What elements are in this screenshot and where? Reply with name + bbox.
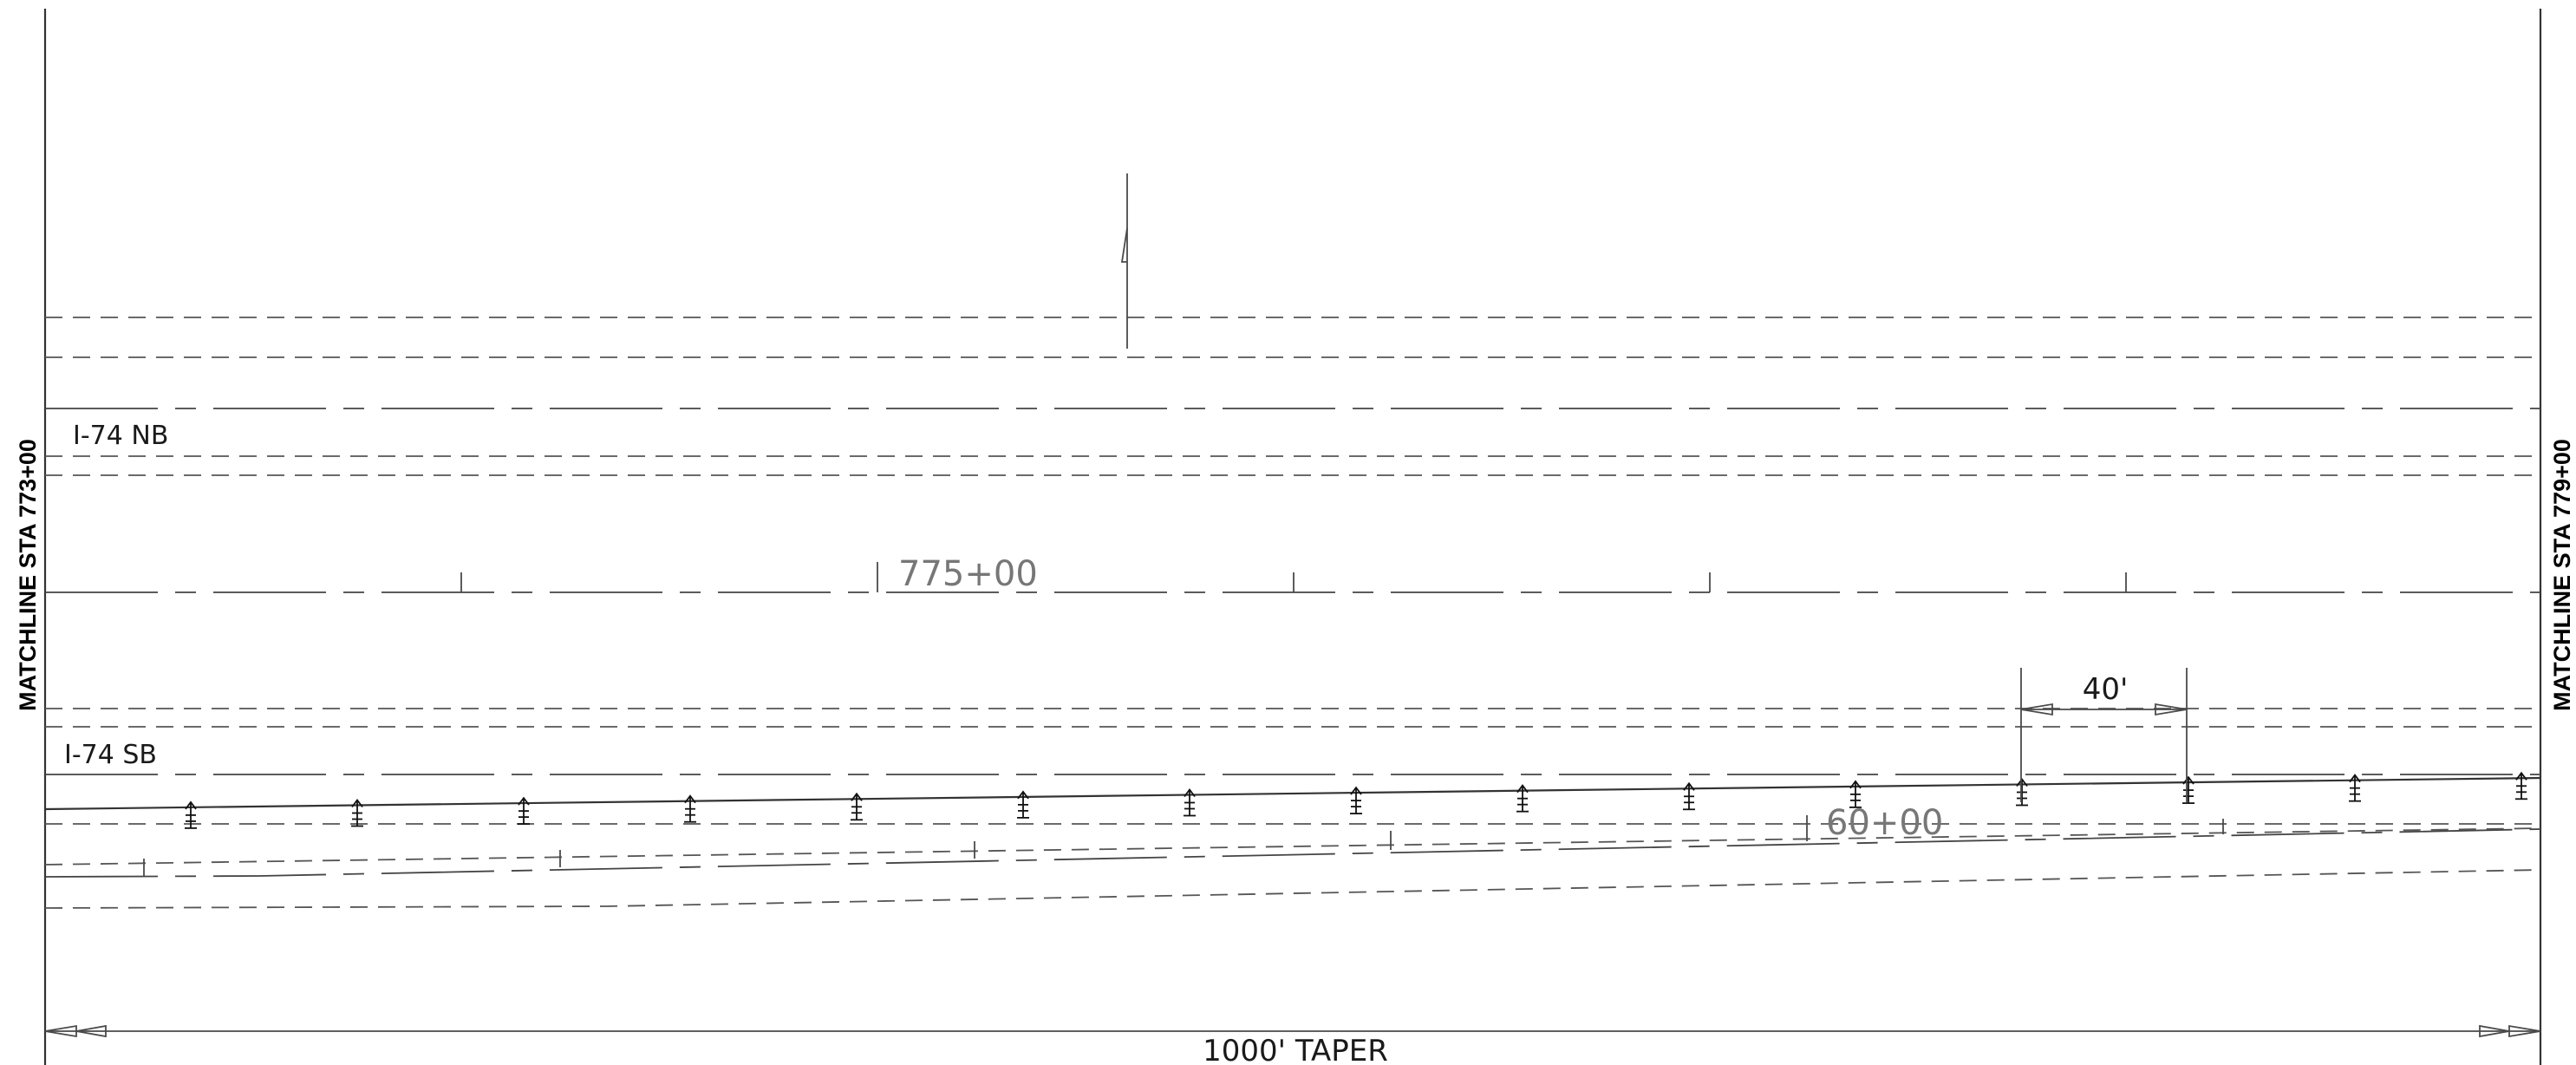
delineator-post-icon <box>1184 787 1196 817</box>
delineator-post-icon <box>1683 781 1695 811</box>
taper-label: 1000' TAPER <box>1203 1034 1388 1065</box>
ramp-edge-line-lower <box>44 869 2541 909</box>
nb-station-label: 775+00 <box>898 554 1038 594</box>
delineator-group <box>185 771 2527 829</box>
taper-edge-line <box>44 776 2541 811</box>
ramp-edge-line-upper <box>44 827 2541 866</box>
delineator-post-icon <box>1516 784 1529 813</box>
delineator-post-icon <box>1849 780 1862 808</box>
delineator-post-icon <box>185 800 197 829</box>
delineator-post-icon <box>2349 774 2361 802</box>
delineator-post-icon <box>2182 775 2194 804</box>
spacing-label: 40' <box>2083 672 2129 707</box>
northbound-label: I-74 NB <box>73 421 168 451</box>
sign-post-icon <box>1120 173 1128 349</box>
centerline <box>45 562 2540 593</box>
dimension-arrow-icon <box>2020 702 2053 716</box>
dimension-arrow-icon <box>2479 1024 2510 1038</box>
delineator-post-icon <box>684 794 696 823</box>
delineator-post-icon <box>518 796 530 825</box>
dimension-arrow-icon <box>75 1024 107 1038</box>
delineator-post-icon <box>351 798 363 827</box>
delineator-post-icon <box>2016 777 2028 807</box>
taper-dimension <box>44 1024 2541 1038</box>
spacing-dimension <box>2020 668 2188 802</box>
ramp-centerline <box>44 828 2541 878</box>
matchline-left-label: MATCHLINE STA 773+00 <box>15 439 41 711</box>
dimension-arrow-icon <box>2155 702 2188 716</box>
delineator-post-icon <box>1017 790 1029 819</box>
matchline-right-label: MATCHLINE STA 779+00 <box>2549 439 2575 711</box>
southbound-label: I-74 SB <box>64 740 157 770</box>
delineator-post-icon <box>1350 786 1362 814</box>
delineator-post-icon <box>2515 771 2527 800</box>
delineator-post-icon <box>851 792 863 821</box>
sb-station-label: 60+00 <box>1826 803 1943 843</box>
southbound-lanes <box>44 708 2541 909</box>
northbound-lanes <box>45 317 2540 476</box>
